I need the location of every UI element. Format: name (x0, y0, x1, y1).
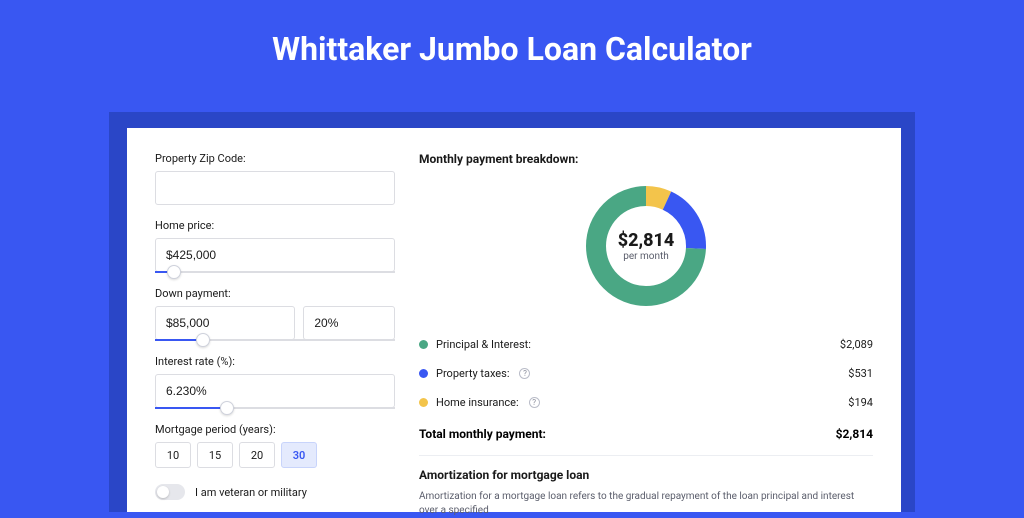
total-line: Total monthly payment: $2,814 (419, 417, 873, 455)
breakdown-column: Monthly payment breakdown: $2,814 per mo… (419, 152, 873, 488)
down-payment-pct-input[interactable] (303, 306, 395, 340)
legend-dot (419, 369, 428, 378)
period-label: Mortgage period (years): (155, 423, 395, 436)
down-payment-input[interactable] (155, 306, 295, 340)
help-icon[interactable]: ? (519, 368, 530, 379)
interest-field: Interest rate (%): (155, 355, 395, 409)
breakdown-line: Home insurance:? $194 (419, 388, 873, 417)
slider-thumb[interactable] (167, 265, 181, 279)
home-price-field: Home price: (155, 219, 395, 273)
down-payment-field: Down payment: (155, 287, 395, 341)
down-payment-label: Down payment: (155, 287, 395, 300)
form-column: Property Zip Code: Home price: Down paym… (155, 152, 395, 488)
down-payment-slider[interactable] (155, 339, 395, 341)
breakdown-value: $531 (848, 367, 873, 380)
breakdown-list: Principal & Interest: $2,089 Property taxe… (419, 330, 873, 417)
breakdown-line: Principal & Interest: $2,089 (419, 330, 873, 359)
slider-thumb[interactable] (196, 333, 210, 347)
donut-chart-wrap: $2,814 per month (419, 178, 873, 324)
interest-label: Interest rate (%): (155, 355, 395, 368)
home-price-slider[interactable] (155, 271, 395, 273)
calculator-card: Property Zip Code: Home price: Down paym… (127, 128, 901, 512)
help-icon[interactable]: ? (529, 397, 540, 408)
zip-input[interactable] (155, 171, 395, 205)
breakdown-value: $194 (848, 396, 873, 409)
amortization-title: Amortization for mortgage loan (419, 456, 873, 482)
zip-label: Property Zip Code: (155, 152, 395, 165)
interest-slider[interactable] (155, 407, 395, 409)
amortization-text: Amortization for a mortgage loan refers … (419, 482, 873, 518)
period-option-15[interactable]: 15 (197, 442, 233, 468)
veteran-row: I am veteran or military (155, 484, 395, 500)
total-value: $2,814 (836, 427, 873, 441)
page-title: Whittaker Jumbo Loan Calculator (0, 0, 1024, 92)
zip-field: Property Zip Code: (155, 152, 395, 205)
home-price-label: Home price: (155, 219, 395, 232)
breakdown-label: Property taxes: (436, 367, 509, 380)
total-label: Total monthly payment: (419, 427, 546, 441)
slider-thumb[interactable] (220, 401, 234, 415)
interest-input[interactable] (155, 374, 395, 408)
breakdown-label: Home insurance: (436, 396, 519, 409)
breakdown-label: Principal & Interest: (436, 338, 531, 351)
breakdown-value: $2,089 (840, 338, 873, 351)
period-option-10[interactable]: 10 (155, 442, 191, 468)
veteran-label: I am veteran or military (195, 486, 307, 499)
donut-chart: $2,814 per month (582, 182, 710, 310)
veteran-toggle[interactable] (155, 484, 185, 500)
legend-dot (419, 340, 428, 349)
period-option-30[interactable]: 30 (281, 442, 317, 468)
period-field: Mortgage period (years): 10152030 (155, 423, 395, 468)
legend-dot (419, 398, 428, 407)
donut-sub: per month (623, 251, 669, 262)
period-option-20[interactable]: 20 (239, 442, 275, 468)
breakdown-line: Property taxes:? $531 (419, 359, 873, 388)
donut-amount: $2,814 (618, 230, 675, 251)
breakdown-title: Monthly payment breakdown: (419, 152, 873, 166)
home-price-input[interactable] (155, 238, 395, 272)
